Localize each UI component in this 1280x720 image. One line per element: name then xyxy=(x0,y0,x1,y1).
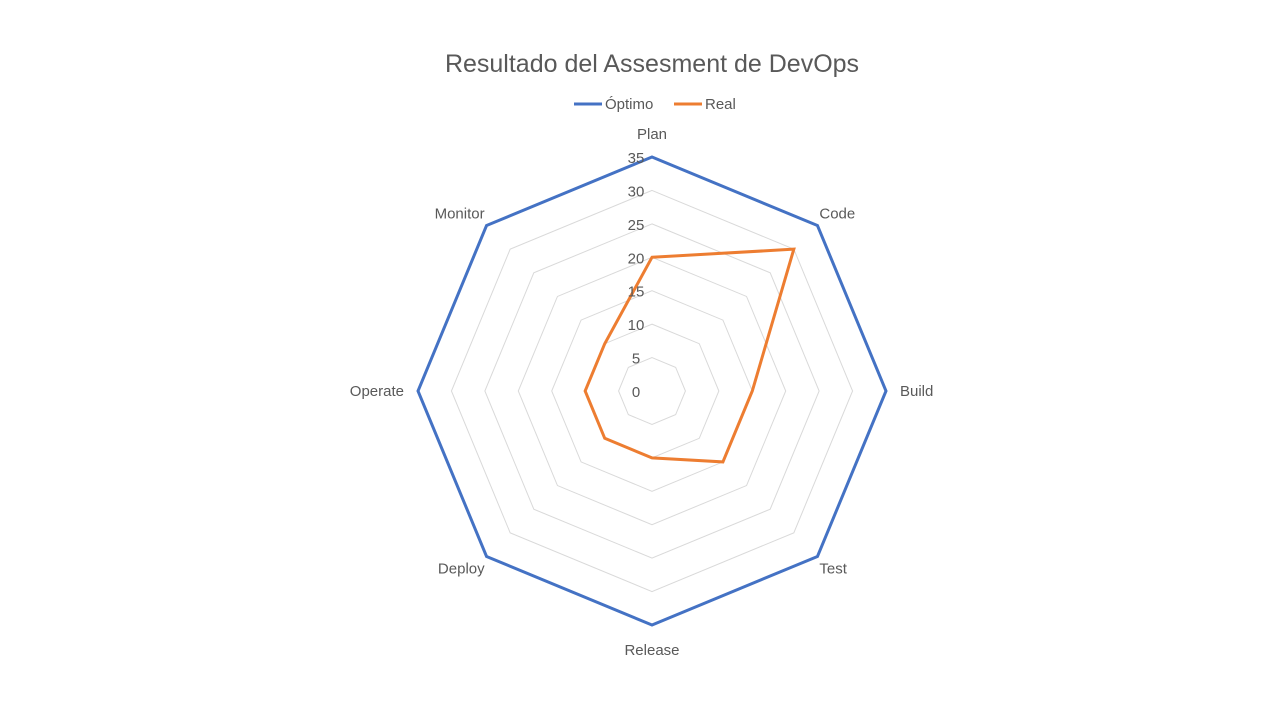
grid-ring xyxy=(517,256,787,526)
category-label-build: Build xyxy=(900,383,933,400)
category-label-plan: Plan xyxy=(637,126,667,143)
category-label-deploy: Deploy xyxy=(438,560,485,577)
category-label-operate: Operate xyxy=(350,383,404,400)
radial-axis-ticks: 0 5 10 15 20 25 30 35 xyxy=(628,150,645,401)
radar-grid xyxy=(417,156,887,626)
legend-label-optimo: Óptimo xyxy=(605,96,653,113)
legend-item-optimo: Óptimo xyxy=(574,96,653,113)
tick-label: 30 xyxy=(628,183,645,200)
category-label-test: Test xyxy=(819,560,847,577)
grid-ring xyxy=(417,156,887,626)
series-line-real xyxy=(583,247,796,464)
tick-label: 5 xyxy=(632,351,640,368)
tick-label: 10 xyxy=(628,317,645,334)
category-labels: Plan Code Build Test Release Deploy Operate Mon… xyxy=(350,126,934,659)
radar-series xyxy=(416,155,888,627)
tick-label: 0 xyxy=(632,384,640,401)
series-line-optimo xyxy=(416,155,888,627)
grid-ring xyxy=(484,223,820,559)
tick-label: 25 xyxy=(628,217,645,234)
grid-ring xyxy=(551,290,753,492)
grid-ring xyxy=(618,357,686,425)
tick-label: 15 xyxy=(628,284,645,301)
legend: Óptimo Real xyxy=(574,96,736,113)
category-label-code: Code xyxy=(819,206,855,223)
tick-label: 35 xyxy=(628,150,645,167)
category-label-release: Release xyxy=(624,642,679,659)
grid-ring xyxy=(450,189,854,593)
chart-title: Resultado del Assesment de DevOps xyxy=(445,50,859,78)
tick-label: 20 xyxy=(628,250,645,267)
category-label-monitor: Monitor xyxy=(435,206,485,223)
legend-item-real: Real xyxy=(674,96,736,113)
legend-label-real: Real xyxy=(705,96,736,113)
